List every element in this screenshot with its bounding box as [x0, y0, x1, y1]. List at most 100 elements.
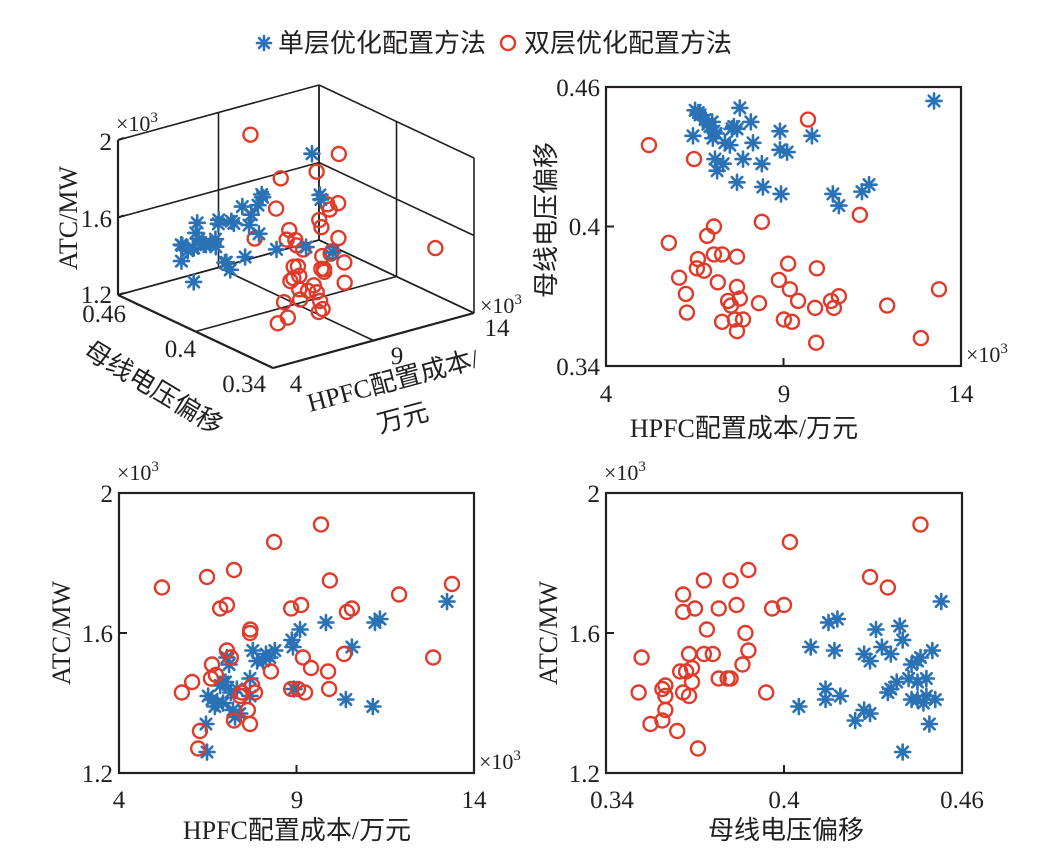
asterisk-point-3d — [184, 273, 203, 291]
circle-point — [722, 670, 739, 687]
circle-point — [657, 677, 674, 694]
circle-point — [728, 248, 746, 265]
asterisk-point — [261, 648, 279, 667]
circle-point — [630, 684, 647, 701]
circle-point — [806, 299, 824, 317]
asterisk-point — [828, 610, 847, 628]
legend-item-single: 单层优化配置方法 — [255, 29, 486, 59]
panel-voltage-atc: 2 1.6 1.2 ×103 0.34 0.4 0.46 母线电压偏移 ATC/… — [534, 459, 984, 845]
circle-point — [861, 568, 879, 586]
circle-point — [680, 645, 698, 663]
circle-point — [709, 274, 727, 291]
circle-point — [294, 649, 312, 666]
circle-point — [726, 311, 744, 328]
x-tick-label: 0.34 — [590, 787, 634, 814]
circle-point — [710, 670, 727, 687]
asterisk-point-3d — [303, 144, 321, 163]
asterisk-point — [721, 136, 739, 154]
tick-marks — [119, 632, 298, 773]
x-tick-label: 9 — [778, 381, 791, 408]
circle-point-3d — [330, 145, 348, 163]
asterisk-point — [911, 648, 930, 667]
circle-point — [424, 649, 442, 666]
circle-point — [657, 701, 674, 719]
circle-point — [781, 281, 799, 298]
circle-point-3d — [305, 277, 323, 294]
y-tick-label: 1.2 — [82, 761, 113, 788]
circle-point — [698, 621, 716, 638]
circle-point — [443, 575, 461, 593]
asterisk-point — [816, 690, 835, 709]
y-axis-title: 母线电压偏移 — [79, 335, 228, 440]
asterisk-point — [803, 127, 821, 145]
asterisk-point — [198, 743, 216, 761]
panel-cost-voltage: 0.46 0.4 0.34 4 9 14 ×103 HPFC配置成本/万元 母线… — [532, 75, 1008, 443]
asterisk-point — [925, 92, 943, 110]
y-tick-label: 1.6 — [569, 621, 600, 648]
circle-point-3d — [272, 170, 289, 187]
x-tick-label: 9 — [291, 787, 304, 814]
asterisk-point-3d — [253, 188, 272, 207]
asterisk-point — [772, 185, 790, 203]
circle-point — [704, 645, 721, 663]
asterisk-point — [926, 690, 945, 709]
circle-point — [669, 722, 686, 740]
asterisk-point-3d — [297, 238, 315, 256]
asterisk-point — [744, 134, 762, 152]
circle-point — [312, 516, 330, 533]
circle-point — [671, 663, 689, 680]
circle-point — [390, 586, 408, 603]
asterisk-point-3d — [242, 205, 261, 224]
y-axis-title: ATC/MW — [534, 581, 563, 685]
circle-point — [753, 213, 771, 231]
asterisk-glyph — [255, 34, 273, 52]
circle-point — [320, 680, 338, 698]
x-axis-title: HPFC配置成本/万元 — [183, 816, 411, 845]
circle-point — [770, 271, 788, 289]
circle-point-3d — [246, 230, 263, 247]
circle-point — [689, 740, 707, 757]
asterisk-point-3d — [225, 214, 243, 233]
x-tick-label: 14 — [462, 787, 488, 814]
asterisk-point — [438, 592, 456, 611]
y-tick-label: 0.4 — [165, 336, 197, 363]
y-tick-label: 1.2 — [569, 761, 600, 788]
circle-point — [808, 260, 826, 277]
z-tick-label: 1.6 — [81, 206, 112, 233]
circle-point — [851, 206, 869, 224]
circle-point — [191, 722, 209, 740]
z-tick-mark — [117, 214, 125, 219]
asterisk-point-3d — [236, 248, 254, 266]
circle-point — [183, 673, 201, 691]
circle-point-3d — [311, 292, 329, 310]
circle-point — [779, 255, 797, 272]
x-tick-label: 0.46 — [940, 787, 984, 814]
circle-point — [789, 292, 807, 310]
asterisk-point — [337, 690, 355, 709]
y-exponent-label: ×103 — [604, 459, 646, 485]
circle-point — [674, 586, 692, 603]
circle-point — [758, 684, 775, 701]
circle-point — [713, 246, 731, 263]
circle-point — [728, 278, 746, 296]
circle-point-3d — [269, 315, 286, 332]
y-tick-label: 0.4 — [569, 214, 601, 241]
circle-point — [912, 329, 930, 347]
asterisk-point — [689, 103, 708, 122]
circle-point — [218, 596, 236, 614]
circle-point — [775, 596, 793, 614]
circle-icon — [499, 34, 517, 52]
circle-point — [705, 246, 723, 263]
circle-point-3d — [308, 163, 325, 180]
y-tick-label: 2 — [588, 481, 601, 508]
plot-frame — [604, 491, 964, 775]
asterisk-point — [317, 613, 335, 632]
circle-point — [740, 642, 757, 659]
legend-label-double: 双层优化配置方法 — [524, 29, 732, 59]
asterisk-point — [291, 620, 309, 639]
asterisk-point — [707, 124, 725, 143]
circle-point — [728, 322, 746, 340]
circle-point — [640, 136, 658, 154]
asterisk-point — [861, 652, 879, 670]
points — [630, 516, 951, 761]
